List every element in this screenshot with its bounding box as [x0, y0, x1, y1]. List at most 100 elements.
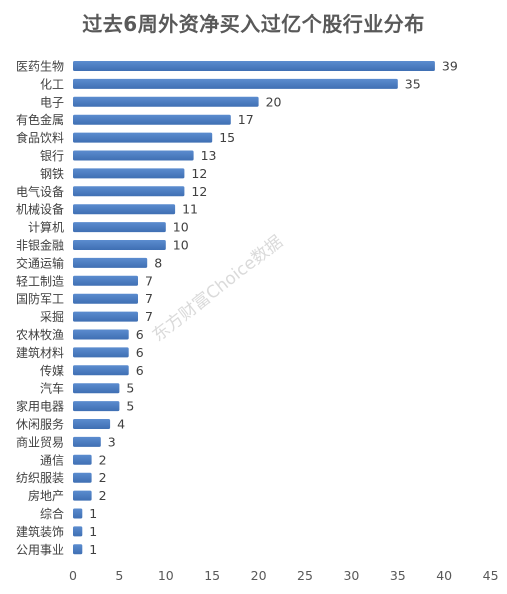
bar-0	[73, 61, 435, 71]
bar-25	[73, 508, 83, 519]
category-label: 公用事业	[16, 543, 64, 557]
category-label: 建筑材料	[16, 345, 64, 360]
data-label: 3	[108, 434, 116, 449]
bar-13	[73, 293, 138, 304]
bar-7	[73, 186, 185, 197]
bar-1	[73, 78, 398, 89]
bar-16	[73, 347, 129, 358]
bar-6	[73, 168, 185, 179]
category-label: 电气设备	[16, 184, 64, 199]
x-tick-label: 45	[483, 568, 499, 583]
x-tick-label: 15	[204, 568, 220, 583]
bar-24	[73, 490, 92, 501]
bar-21	[73, 436, 101, 447]
watermark-text: 东方财富Choice数据	[149, 232, 287, 346]
data-label: 4	[117, 417, 125, 432]
data-label: 2	[99, 488, 107, 503]
x-axis: 0 5 10 15 20 25 30 35 40 45	[69, 568, 499, 583]
x-tick-label: 5	[115, 568, 123, 583]
x-tick-label: 10	[158, 568, 174, 583]
category-label: 交通运输	[16, 255, 64, 270]
bar-9	[73, 222, 166, 233]
data-label: 12	[191, 166, 207, 181]
data-label: 11	[182, 202, 198, 217]
category-label: 国防军工	[16, 291, 64, 306]
data-label: 1	[89, 542, 97, 557]
data-label: 2	[99, 452, 107, 467]
category-label: 采掘	[40, 309, 64, 324]
bar-22	[73, 454, 92, 465]
category-label: 休闲服务	[16, 417, 64, 432]
bar-23	[73, 472, 92, 483]
category-label: 商业贸易	[16, 434, 64, 449]
category-label: 医药生物	[16, 60, 64, 74]
bar-10	[73, 240, 166, 250]
bar-3	[73, 114, 231, 125]
bar-8	[73, 204, 176, 215]
category-label: 传媒	[40, 363, 64, 378]
bar-27	[73, 544, 83, 555]
data-label: 15	[219, 130, 235, 145]
data-label: 6	[136, 327, 144, 342]
category-label: 建筑装饰	[16, 524, 64, 539]
data-label: 1	[89, 506, 97, 521]
data-label: 7	[145, 273, 153, 288]
category-label: 纺织服装	[16, 471, 64, 485]
bar-19	[73, 401, 120, 412]
category-label: 综合	[40, 506, 64, 521]
data-label: 39	[442, 59, 458, 74]
bar-2	[73, 96, 259, 107]
category-label: 通信	[40, 453, 64, 467]
x-tick-label: 20	[251, 568, 267, 583]
bar-4	[73, 132, 213, 143]
data-label: 6	[136, 345, 144, 360]
category-label: 银行	[40, 149, 64, 163]
bar-17	[73, 365, 129, 376]
data-label: 10	[173, 220, 189, 235]
bar-20	[73, 419, 111, 429]
bar-12	[73, 275, 138, 286]
category-label: 食品饮料	[16, 130, 64, 145]
bar-14	[73, 311, 138, 322]
data-label: 35	[405, 76, 421, 91]
category-label: 钢铁	[40, 167, 64, 181]
data-label: 13	[201, 148, 217, 163]
bar-18	[73, 383, 120, 394]
data-label: 12	[191, 184, 207, 199]
data-label: 20	[266, 94, 282, 109]
category-label: 房地产	[28, 488, 64, 503]
bar-15	[73, 329, 129, 340]
category-label: 轻工制造	[16, 274, 64, 288]
data-label: 7	[145, 291, 153, 306]
x-tick-label: 25	[297, 568, 313, 583]
bar-5	[73, 150, 194, 161]
x-tick-label: 0	[69, 568, 77, 583]
data-label: 5	[126, 381, 134, 396]
bar-26	[73, 526, 83, 537]
category-label: 家用电器	[16, 399, 64, 414]
data-label: 7	[145, 309, 153, 324]
bar-11	[73, 257, 148, 268]
data-label: 1	[89, 524, 97, 539]
x-tick-label: 40	[436, 568, 452, 583]
category-label: 有色金属	[16, 112, 64, 127]
category-label: 机械设备	[16, 202, 64, 217]
data-label: 2	[99, 470, 107, 485]
x-tick-label: 35	[390, 568, 406, 583]
data-label: 6	[136, 363, 144, 378]
category-label: 农林牧渔	[16, 328, 64, 342]
data-label: 17	[238, 112, 254, 127]
category-label: 计算机	[28, 220, 64, 235]
data-label: 8	[154, 255, 162, 270]
category-label: 非银金融	[16, 238, 64, 253]
category-label: 汽车	[40, 381, 64, 396]
category-label: 电子	[40, 95, 64, 109]
category-label: 化工	[40, 77, 64, 91]
chart-title: 过去6周外资净买入过亿个股行业分布	[82, 12, 425, 36]
data-label: 5	[126, 399, 134, 414]
data-label: 10	[173, 238, 189, 253]
x-tick-label: 30	[343, 568, 359, 583]
